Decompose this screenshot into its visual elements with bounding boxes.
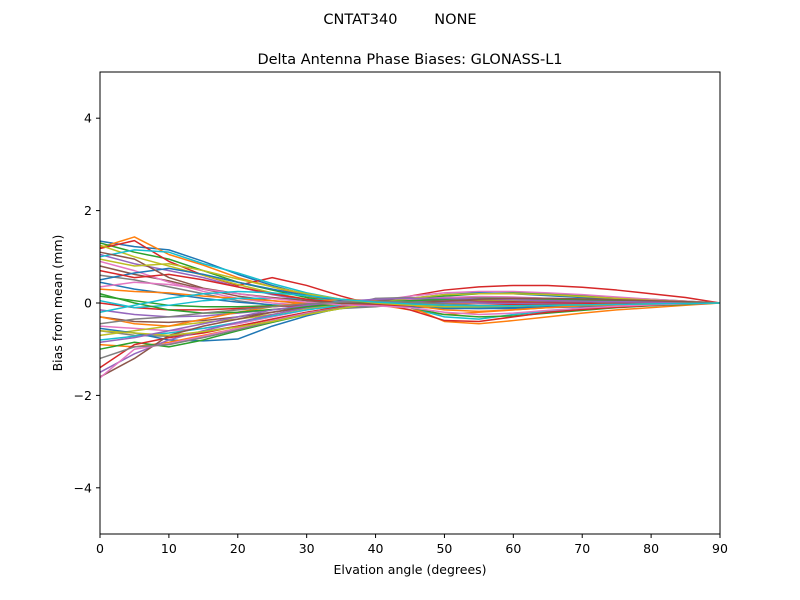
y-tick-label: 4 [84, 111, 92, 126]
y-tick-label: 2 [84, 203, 92, 218]
chart-suptitle: CNTAT340 NONE [323, 12, 476, 28]
x-tick-label: 60 [505, 541, 521, 556]
y-axis-ticks: −4 −2 0 2 4 [74, 111, 100, 495]
series-line [99, 297, 721, 344]
x-tick-label: 80 [643, 541, 659, 556]
series-line [99, 301, 721, 369]
chart-title: Delta Antenna Phase Biases: GLONASS-L1 [257, 52, 562, 68]
x-tick-label: 90 [712, 541, 728, 556]
x-tick-label: 40 [368, 541, 384, 556]
x-axis-ticks: 0 10 20 30 40 50 60 70 80 90 [96, 534, 728, 556]
x-tick-label: 30 [299, 541, 315, 556]
y-tick-label: 0 [84, 296, 92, 311]
series-line [99, 299, 720, 373]
y-tick-label: −2 [74, 388, 92, 403]
x-tick-label: 20 [230, 541, 246, 556]
x-tick-label: 0 [96, 541, 104, 556]
series-line [99, 281, 721, 316]
series-line [99, 290, 721, 313]
x-axis-label: Elvation angle (degrees) [333, 562, 486, 577]
series-lines [99, 236, 721, 379]
series-line [99, 251, 721, 305]
y-axis-label: Bias from mean (mm) [50, 235, 65, 372]
x-tick-label: 10 [161, 541, 177, 556]
y-tick-label: −4 [74, 480, 92, 495]
x-tick-label: 70 [574, 541, 590, 556]
x-tick-label: 50 [436, 541, 452, 556]
